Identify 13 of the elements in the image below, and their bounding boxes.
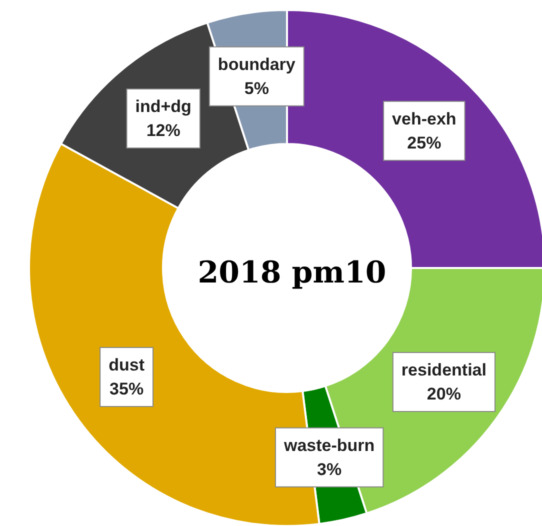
data-label: 35% xyxy=(110,380,144,399)
slice-label: residential xyxy=(401,360,486,380)
slice-label: veh-exh xyxy=(392,109,456,128)
text: 2018 pm10 xyxy=(198,256,386,290)
data-label: 3% xyxy=(317,460,342,479)
slice-label: waste-burn xyxy=(282,436,375,455)
data-label: 12% xyxy=(146,121,180,140)
slice-label: boundary xyxy=(218,54,296,74)
data-label: 20% xyxy=(426,384,461,404)
slice-label: ind+dg xyxy=(135,97,192,116)
slice-label: dust xyxy=(108,356,145,375)
data-label: 5% xyxy=(244,78,269,98)
data-label: 25% xyxy=(407,133,442,152)
